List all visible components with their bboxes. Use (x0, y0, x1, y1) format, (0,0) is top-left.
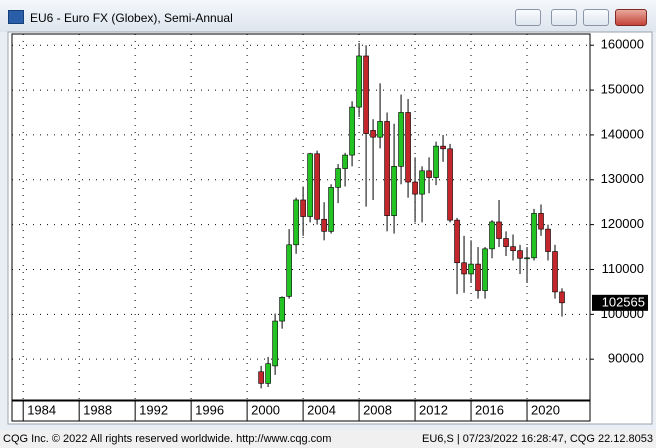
window-title: EU6 - Euro FX (Globex), Semi-Annual (30, 11, 233, 25)
candle-body (426, 170, 432, 178)
candle-body (300, 199, 306, 217)
y-tick-label: 120000 (601, 216, 644, 231)
candle-body (503, 238, 509, 247)
status-bar: CQG Inc. © 2022 All rights reserved worl… (0, 430, 656, 448)
status-info: EU6,S | 07/23/2022 16:28:47, CQG 22.12.8… (422, 433, 653, 445)
candle-body (433, 145, 439, 178)
candle-body (545, 228, 551, 252)
candle-body (475, 263, 481, 291)
candle-body (286, 244, 292, 297)
candle-body (349, 106, 355, 156)
last-price-box (592, 294, 648, 311)
candle-body (552, 251, 558, 293)
candle-body (482, 248, 488, 291)
x-tick-label: 1984 (27, 402, 56, 417)
candle-body (440, 145, 446, 150)
candle-body (447, 148, 453, 221)
candle-body (489, 221, 495, 250)
candle-body (279, 296, 285, 322)
plot-area (11, 33, 591, 401)
candle-body (258, 371, 264, 384)
y-tick-label: 140000 (601, 126, 644, 141)
candle-body (370, 130, 376, 138)
candle-body (265, 363, 271, 384)
x-tick-label: 2020 (531, 402, 560, 417)
x-tick-label: 2000 (251, 402, 280, 417)
link-button[interactable] (515, 9, 541, 26)
title-bar: EU6 - Euro FX (Globex), Semi-Annual (0, 0, 656, 32)
candle-body (419, 170, 425, 195)
x-tick-label: 2012 (419, 402, 448, 417)
candle-body (377, 121, 383, 138)
candle-body (321, 218, 327, 232)
candle-body (524, 257, 530, 260)
candle-body (335, 168, 341, 188)
last-price-label: 102565 (602, 294, 645, 309)
y-tick-label: 160000 (601, 37, 644, 52)
close-button[interactable] (615, 9, 647, 26)
y-tick-label: 150000 (601, 82, 644, 97)
x-tick-label: 2008 (363, 402, 392, 417)
maximize-button[interactable] (583, 9, 609, 26)
x-axis (11, 400, 591, 422)
x-tick-label: 1992 (139, 402, 168, 417)
candle-body (307, 153, 313, 217)
candle-body (517, 250, 523, 259)
candle-body (356, 55, 362, 108)
chart: 9000010000011000012000013000014000015000… (7, 31, 653, 425)
candle-body (461, 262, 467, 275)
copyright: CQG Inc. © 2022 All rights reserved worl… (3, 433, 332, 445)
candle-body (412, 181, 418, 195)
candle-body (538, 213, 544, 230)
y-tick-label: 110000 (602, 261, 644, 276)
candle-body (363, 55, 369, 134)
candle-body (405, 112, 411, 183)
candle-body (531, 213, 537, 259)
x-tick-label: 1996 (195, 402, 224, 417)
candle-body (496, 221, 502, 239)
candle-body (398, 112, 404, 167)
candle-body (559, 291, 565, 304)
minimize-button[interactable] (551, 9, 577, 26)
candle-body (468, 263, 474, 275)
candle-body (293, 199, 299, 246)
candle-body (510, 246, 516, 251)
x-tick-label: 2016 (475, 402, 504, 417)
candle-body (342, 154, 348, 169)
app-icon (8, 10, 24, 24)
x-tick-label: 1988 (83, 402, 112, 417)
y-tick-label: 130000 (601, 171, 644, 186)
candle-body (314, 153, 320, 220)
y-tick-label: 90000 (608, 351, 644, 366)
candle-body (384, 121, 390, 216)
candle-body (272, 320, 278, 367)
x-tick-label: 2004 (307, 402, 336, 417)
candle-body (391, 166, 397, 216)
candle-body (328, 187, 334, 232)
candle-body (454, 219, 460, 264)
